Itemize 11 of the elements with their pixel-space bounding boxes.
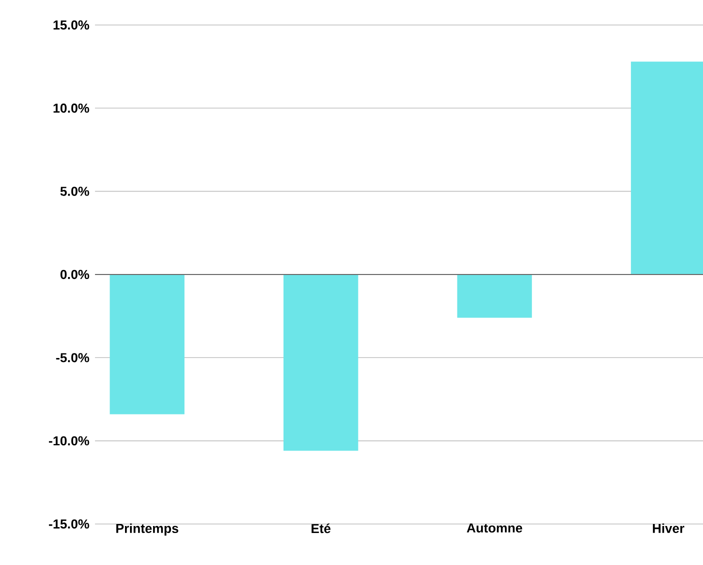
x-tick-label: Printemps [116, 524, 178, 536]
y-tick-label: 15.0% [54, 20, 90, 30]
y-tick-label: 0.0% [60, 270, 90, 280]
y-tick-label: 10.0% [54, 104, 90, 113]
y-tick-label: 5.0% [60, 186, 90, 196]
y-tick-label: -15.0% [48, 519, 90, 529]
x-tick-label: Eté [312, 524, 330, 534]
x-tick-label: Hiver [652, 524, 684, 534]
y-tick-label: -10.0% [48, 436, 90, 446]
y-tick-label: -5.0% [56, 353, 90, 362]
x-tick-label: Automne [466, 524, 522, 533]
